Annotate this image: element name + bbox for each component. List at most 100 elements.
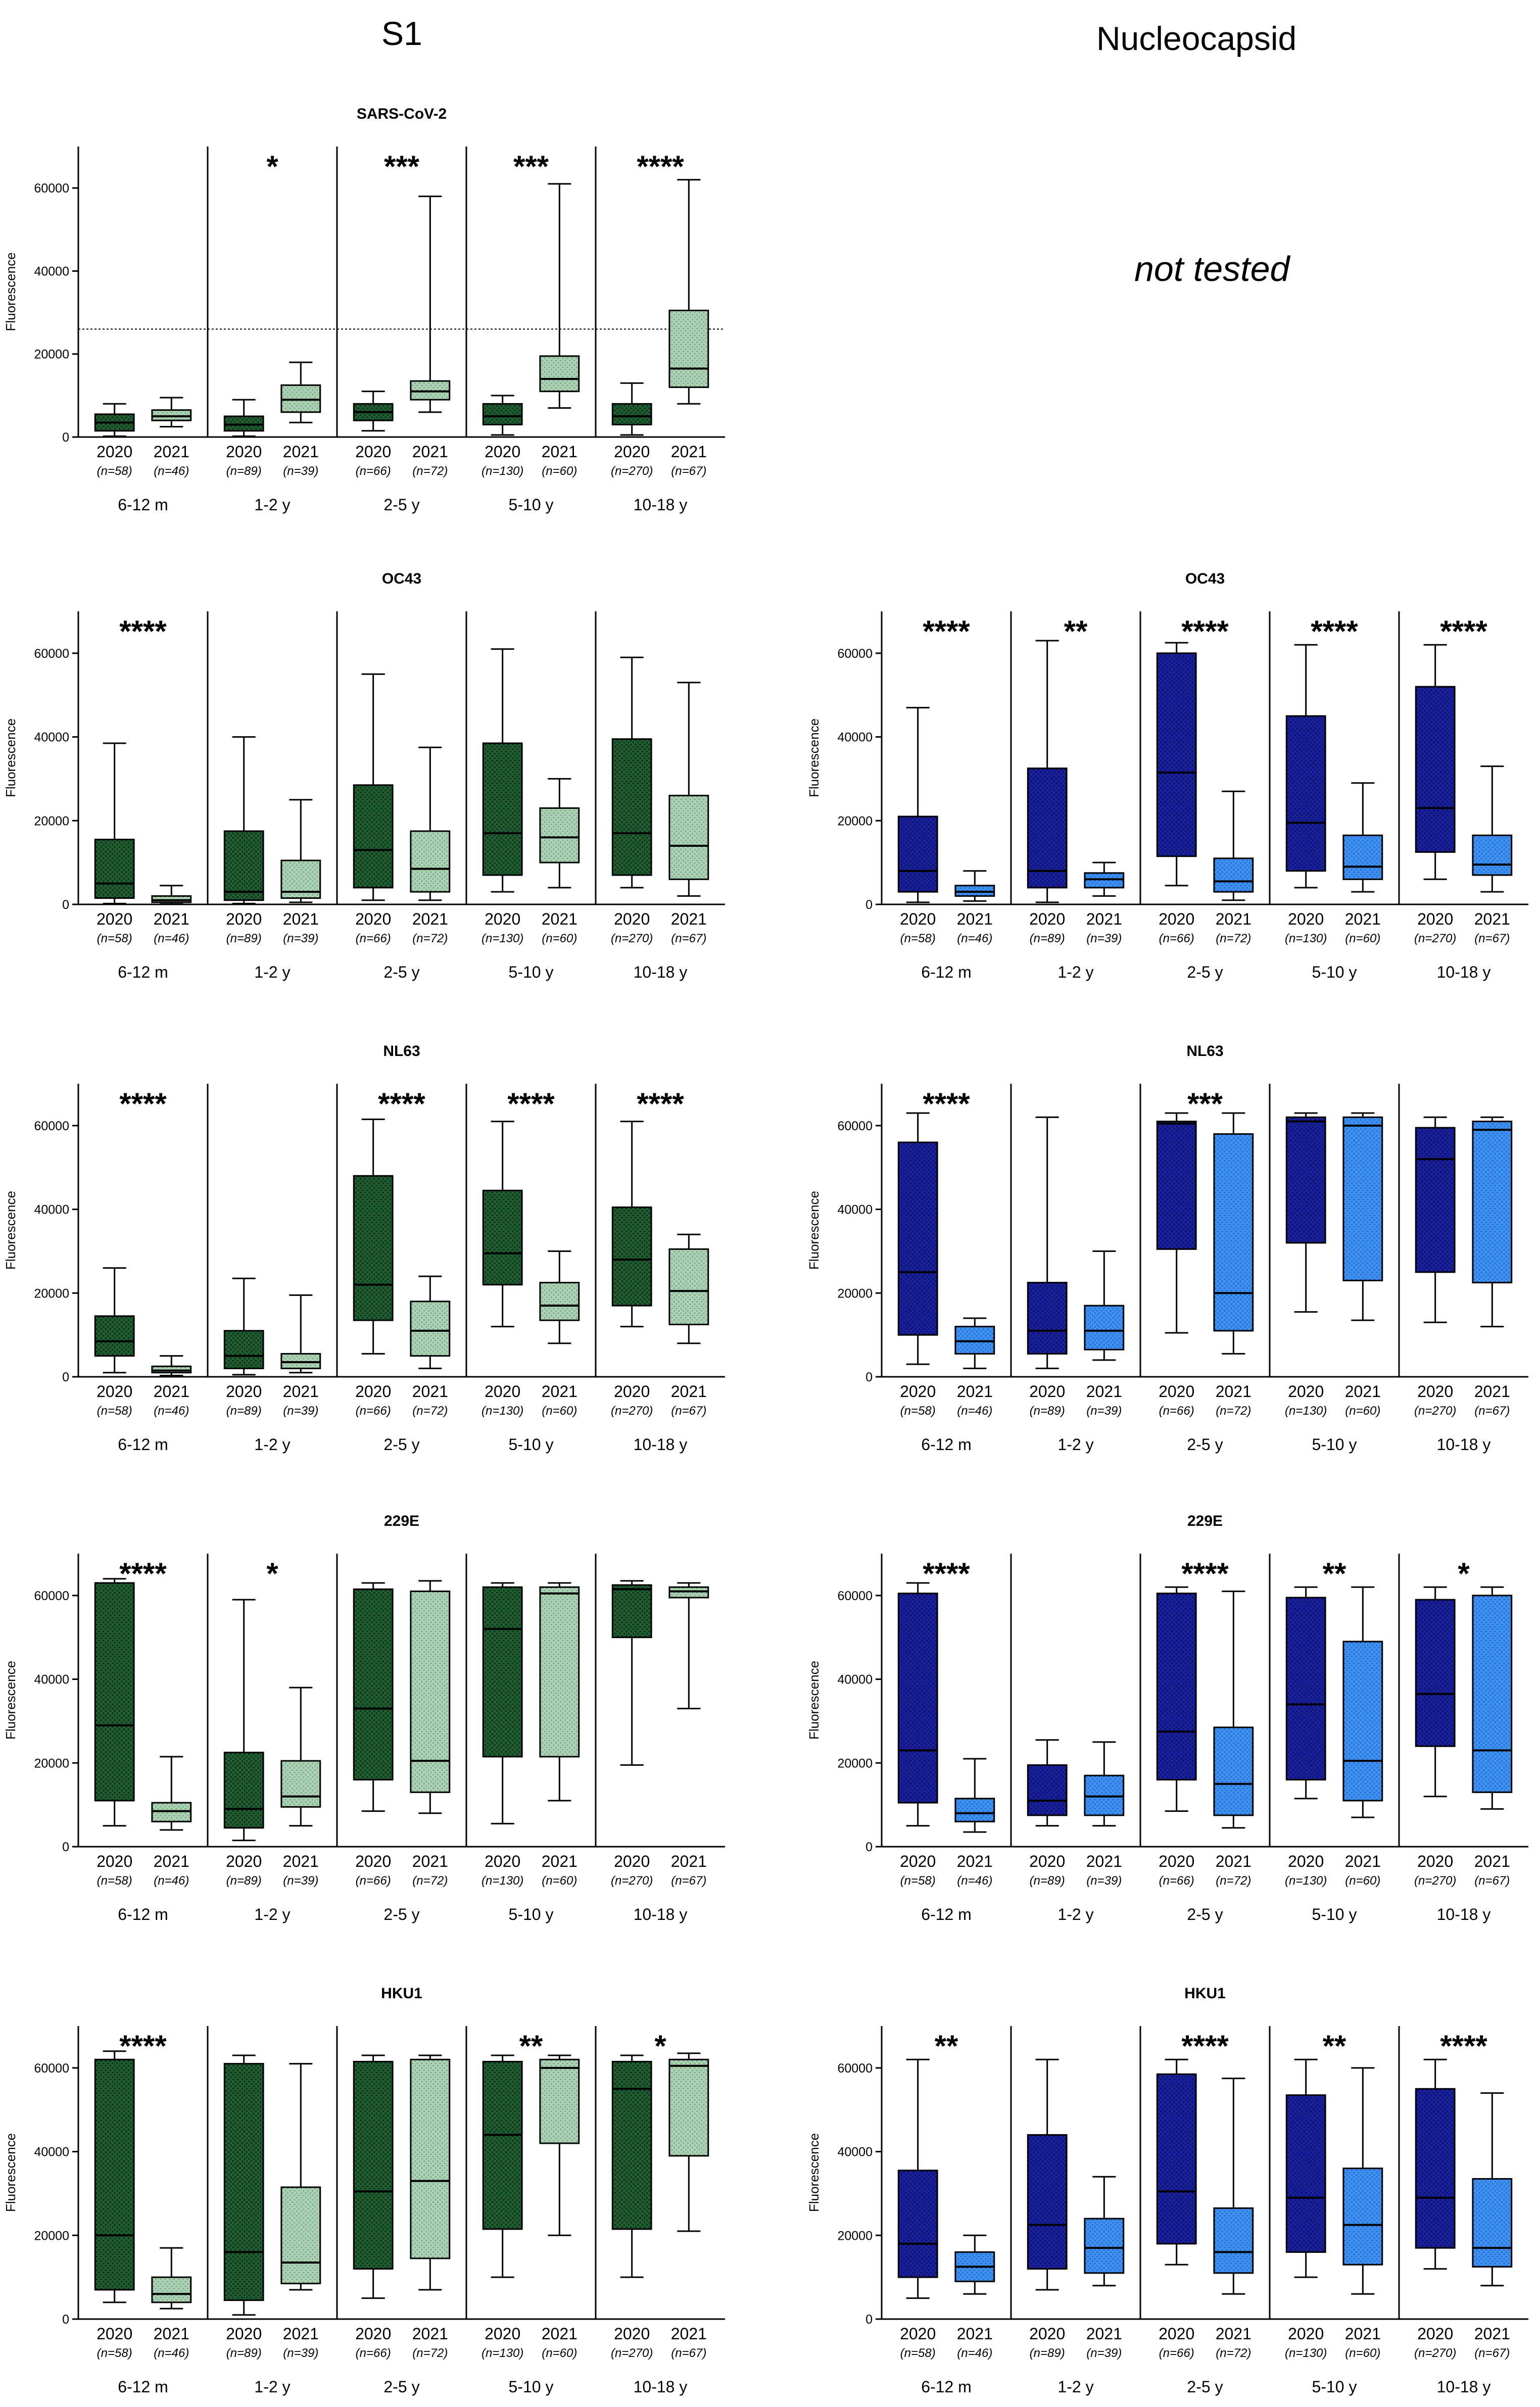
n-label: (n=58) xyxy=(900,1404,936,1418)
y-tick-label: 0 xyxy=(62,2313,69,2327)
significance-marker: **** xyxy=(119,614,167,648)
n-label: (n=89) xyxy=(226,2346,262,2360)
box xyxy=(539,355,580,393)
n-label: (n=58) xyxy=(97,932,132,945)
box-2020-5-10 y: 2020 (n=130) xyxy=(482,1582,523,1888)
box xyxy=(1213,857,1254,893)
age-group-label: 10-18 y xyxy=(634,496,688,514)
year-label: 2020 xyxy=(1159,1382,1194,1401)
y-tick-label: 40000 xyxy=(34,264,69,278)
box-2020-2-5 y: 2020 (n=66) xyxy=(353,673,394,945)
box-2021-5-10 y: 2021 (n=60) xyxy=(1342,1586,1383,1888)
n-label: (n=130) xyxy=(482,464,523,478)
n-label: (n=58) xyxy=(97,464,132,478)
n-label: (n=72) xyxy=(412,1874,448,1888)
n-label: (n=89) xyxy=(1030,1874,1065,1888)
year-label: 2020 xyxy=(355,1852,391,1870)
year-label: 2021 xyxy=(283,1852,319,1870)
box xyxy=(280,1353,321,1369)
box-2020-1-2 y: 2020 (n=89) xyxy=(223,2054,264,2360)
significance-marker: **** xyxy=(637,1087,684,1121)
n-label: (n=270) xyxy=(611,464,653,478)
age-group-label: 2-5 y xyxy=(383,963,419,981)
year-label: 2020 xyxy=(1159,910,1194,928)
n-label: (n=130) xyxy=(1285,2346,1327,2360)
box xyxy=(1472,834,1513,876)
box-2020-2-5 y: 2020 (n=66) xyxy=(353,1582,394,1888)
n-label: (n=46) xyxy=(957,932,992,945)
box-2021-10-18 y: 2021 (n=67) xyxy=(668,1233,709,1418)
n-label: (n=270) xyxy=(611,1874,653,1888)
box xyxy=(611,1206,652,1307)
age-group-label: 1-2 y xyxy=(254,1435,290,1454)
year-label: 2021 xyxy=(154,1852,189,1870)
age-group-label: 10-18 y xyxy=(634,1435,688,1454)
n-label: (n=67) xyxy=(1474,1874,1510,1888)
age-group-label: 10-18 y xyxy=(634,963,688,981)
box xyxy=(482,1586,523,1758)
n-label: (n=66) xyxy=(1159,1404,1194,1418)
box-2020-5-10 y: 2020 (n=130) xyxy=(1285,1586,1327,1888)
box-2020-1-2 y: 2020 (n=89) xyxy=(1027,2058,1068,2360)
n-label: (n=66) xyxy=(1159,2346,1194,2360)
panel-title: OC43 xyxy=(1185,570,1225,587)
box xyxy=(1084,2218,1125,2274)
n-label: (n=72) xyxy=(412,464,448,478)
box xyxy=(151,1802,192,1822)
n-label: (n=67) xyxy=(671,932,706,945)
y-tick-label: 20000 xyxy=(34,814,69,828)
box xyxy=(539,2058,580,2144)
box xyxy=(668,795,709,880)
y-tick-label: 40000 xyxy=(837,1673,873,1687)
box xyxy=(1213,1726,1254,1816)
n-label: (n=67) xyxy=(1474,2346,1510,2360)
n-label: (n=66) xyxy=(356,2346,391,2360)
box xyxy=(1285,715,1326,872)
box xyxy=(611,2060,652,2230)
year-label: 2020 xyxy=(485,1382,520,1401)
box-2020-1-2 y: 2020 (n=89) xyxy=(223,1599,264,1888)
box-2021-6-12 m: 2021 (n=46) xyxy=(151,2247,192,2360)
age-group-label: 6-12 m xyxy=(118,1905,168,1923)
box-2021-10-18 y: 2021 (n=67) xyxy=(1472,2092,1513,2360)
n-label: (n=39) xyxy=(1086,1404,1122,1418)
box xyxy=(897,1141,938,1336)
year-label: 2020 xyxy=(355,1382,391,1401)
y-tick-label: 20000 xyxy=(34,1286,69,1301)
box xyxy=(1027,2134,1068,2270)
significance-marker: *** xyxy=(384,150,420,183)
year-label: 2020 xyxy=(614,1852,650,1870)
year-label: 2020 xyxy=(97,443,132,461)
box xyxy=(1415,2088,1456,2249)
y-axis-label: Fluorescence xyxy=(806,1191,822,1270)
box-2021-2-5 y: 2021 (n=72) xyxy=(410,2054,451,2360)
y-tick-label: 60000 xyxy=(34,1119,69,1133)
y-tick-label: 20000 xyxy=(34,2229,69,2243)
year-label: 2020 xyxy=(900,1382,936,1401)
year-label: 2021 xyxy=(957,1852,993,1870)
age-group-label: 5-10 y xyxy=(509,1435,554,1454)
year-label: 2020 xyxy=(226,1382,262,1401)
year-label: 2020 xyxy=(355,910,391,928)
n-label: (n=66) xyxy=(356,1404,391,1418)
box xyxy=(611,1584,652,1639)
significance-marker: ** xyxy=(1064,614,1088,648)
age-group-label: 1-2 y xyxy=(254,2378,290,2396)
y-tick-label: 0 xyxy=(62,1840,69,1854)
y-tick-label: 40000 xyxy=(34,731,69,745)
box-2021-10-18 y: 2021 (n=67) xyxy=(668,2052,709,2360)
year-label: 2021 xyxy=(957,1382,993,1401)
n-label: (n=89) xyxy=(226,1404,262,1418)
year-label: 2021 xyxy=(1216,1852,1252,1870)
box-2021-2-5 y: 2021 (n=72) xyxy=(410,1275,451,1418)
n-label: (n=130) xyxy=(482,1404,523,1418)
y-tick-label: 0 xyxy=(62,898,69,912)
box xyxy=(482,2060,523,2230)
year-label: 2020 xyxy=(900,910,936,928)
significance-marker: *** xyxy=(513,150,549,183)
n-label: (n=66) xyxy=(356,932,391,945)
y-tick-label: 20000 xyxy=(837,1286,873,1301)
year-label: 2021 xyxy=(412,443,448,461)
